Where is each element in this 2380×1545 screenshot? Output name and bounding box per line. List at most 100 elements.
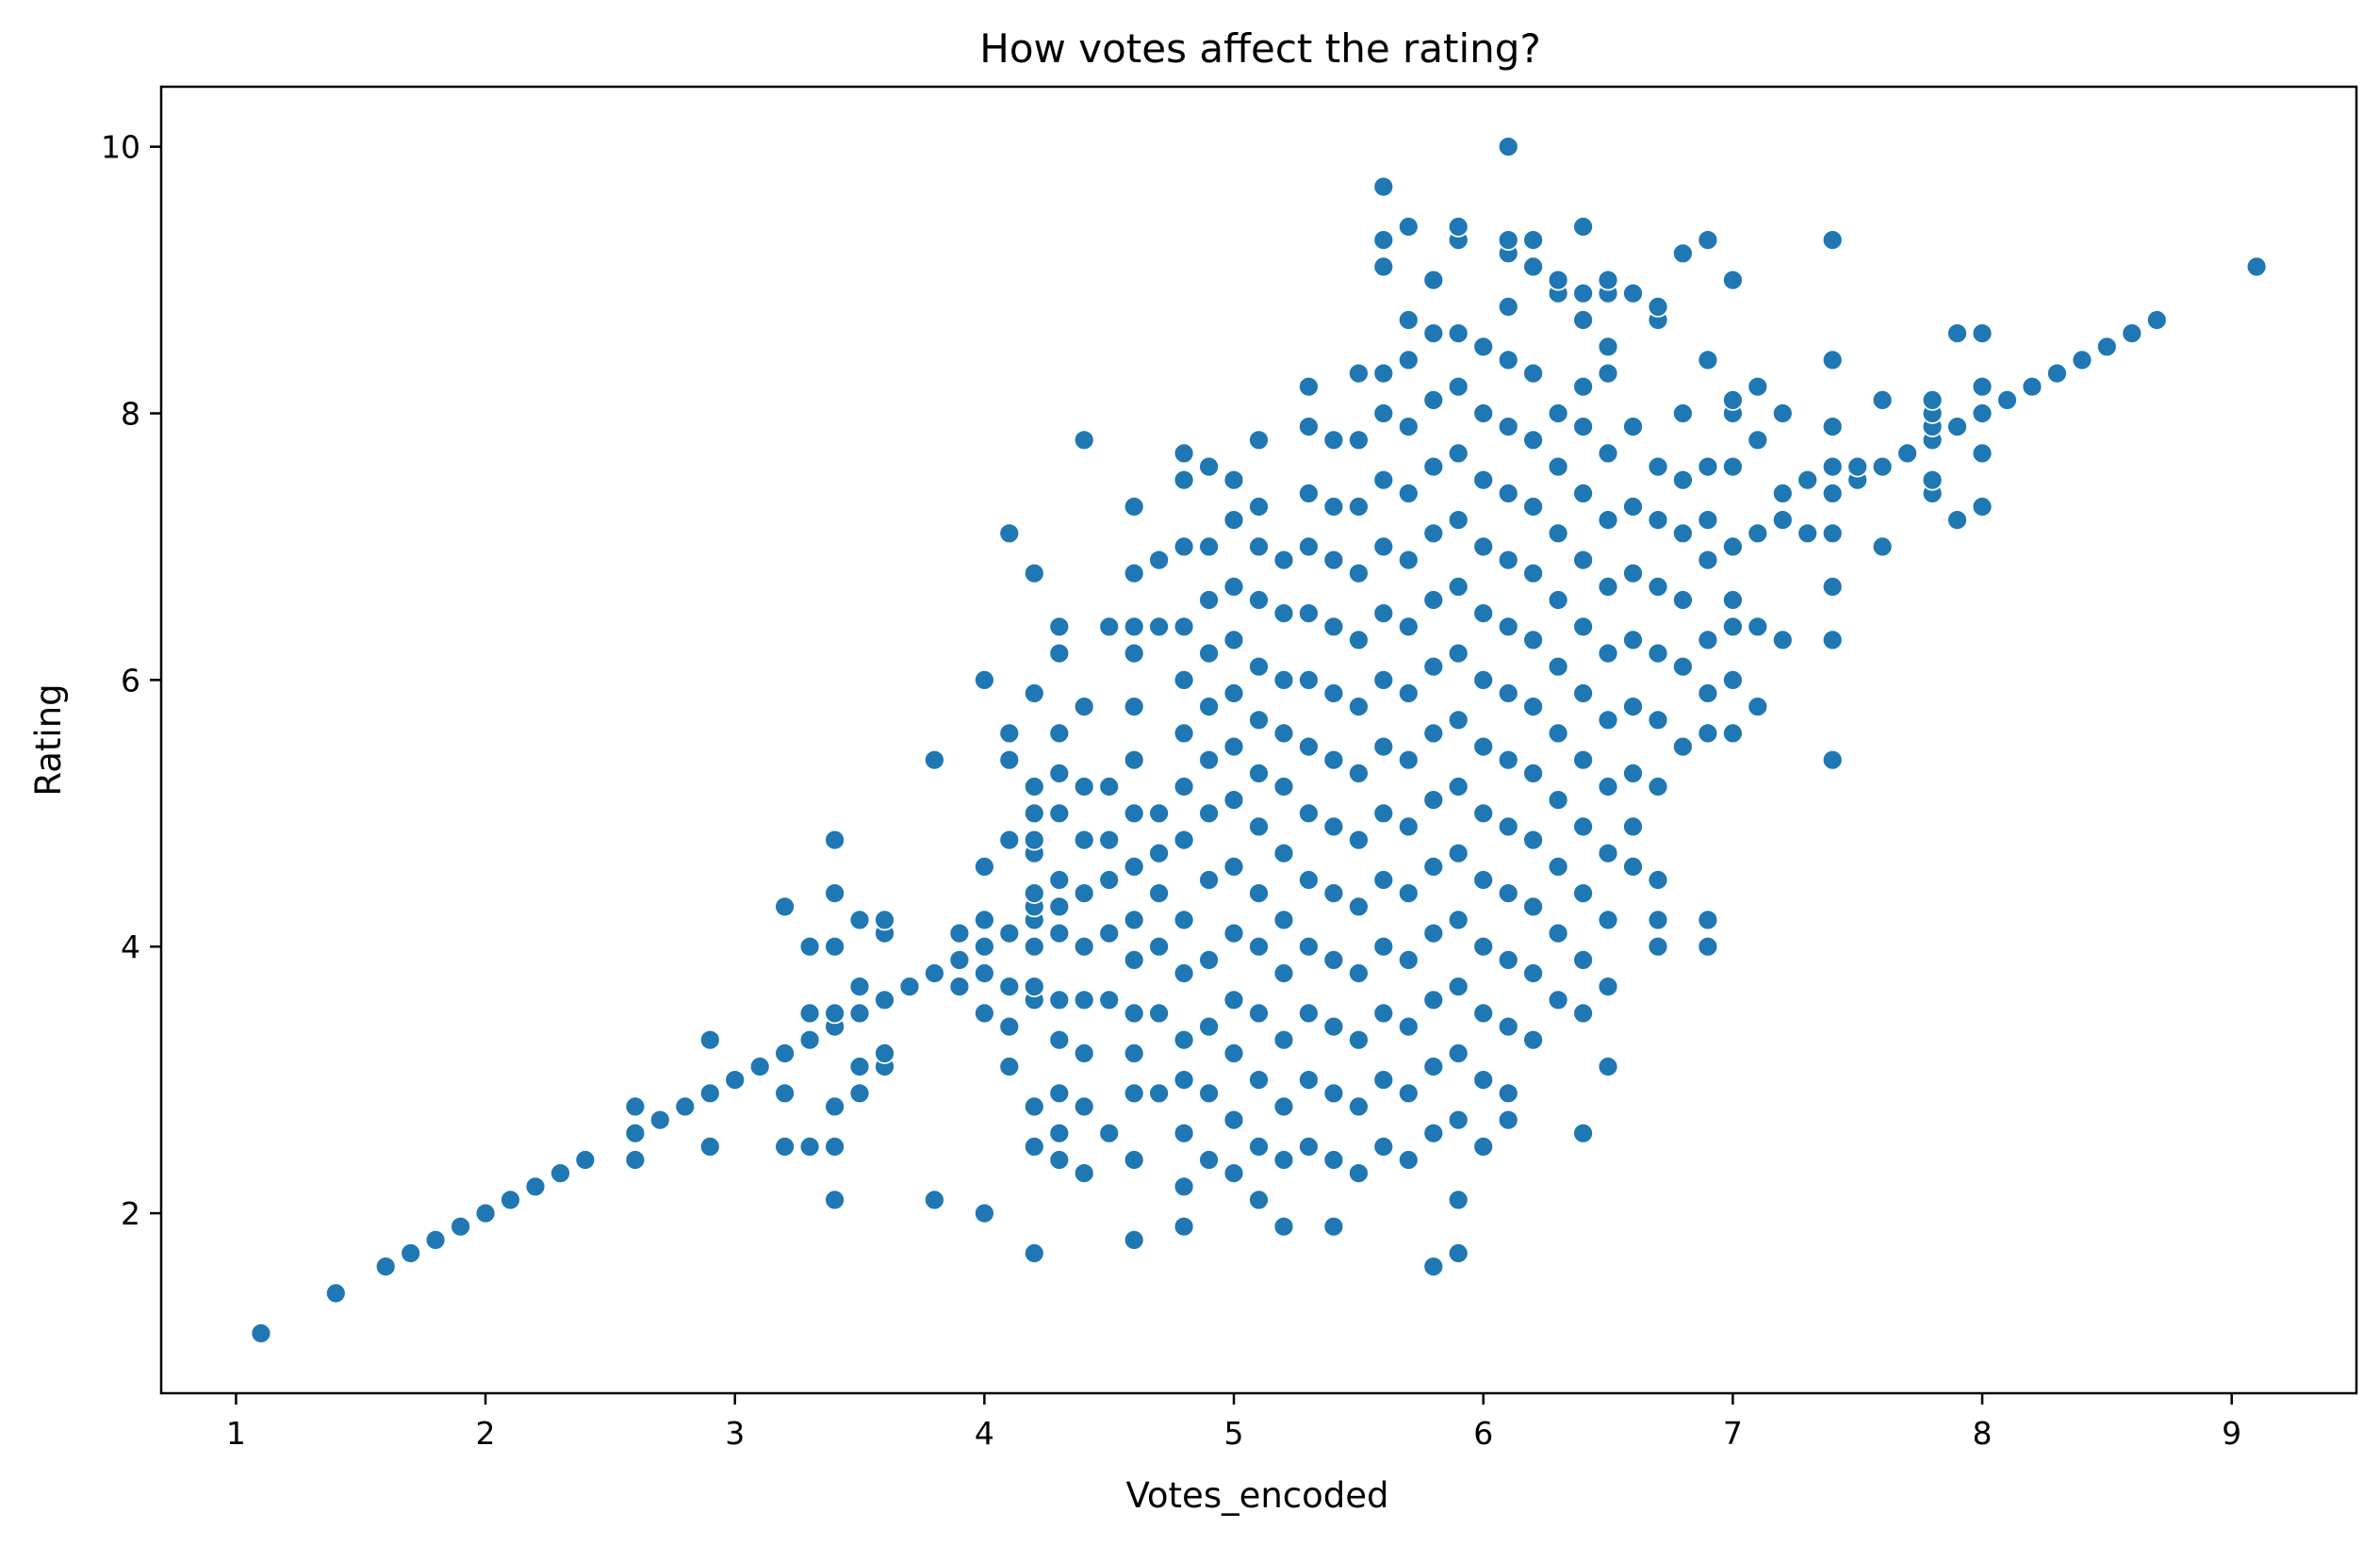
data-point-115 — [1123, 1149, 1145, 1171]
data-point-292 — [1447, 976, 1469, 997]
data-point-98 — [1073, 1095, 1095, 1118]
data-point-246 — [1372, 869, 1395, 891]
data-point-338 — [1522, 829, 1544, 851]
data-point-374 — [1572, 216, 1594, 238]
x-tick-label-3: 4 — [975, 1415, 994, 1452]
data-point-212 — [1298, 535, 1320, 558]
data-point-251 — [1372, 535, 1395, 558]
data-point-362 — [1572, 949, 1594, 971]
data-point-150 — [1173, 468, 1195, 491]
data-point-410 — [1672, 655, 1694, 678]
data-point-308 — [1472, 935, 1495, 958]
data-point-129 — [1148, 1082, 1170, 1105]
data-point-6 — [474, 1202, 497, 1224]
data-point-245 — [1372, 935, 1395, 958]
data-point-44 — [874, 989, 895, 1011]
data-point-297 — [1447, 642, 1469, 665]
data-point-248 — [1372, 735, 1395, 758]
data-point-370 — [1572, 416, 1594, 438]
data-point-70 — [1023, 1136, 1045, 1158]
data-point-319 — [1497, 1082, 1519, 1105]
data-point-196 — [1272, 909, 1295, 931]
data-point-48 — [924, 1189, 945, 1211]
data-point-296 — [1447, 709, 1469, 731]
data-point-122 — [1123, 802, 1145, 825]
data-point-61 — [998, 1056, 1021, 1077]
data-point-171 — [1223, 735, 1245, 758]
data-point-117 — [1123, 1043, 1145, 1064]
data-point-31 — [824, 1095, 845, 1118]
data-point-170 — [1223, 789, 1245, 811]
data-point-223 — [1322, 748, 1345, 771]
data-point-276 — [1422, 989, 1445, 1011]
data-point-290 — [1447, 1109, 1469, 1131]
data-point-447 — [1821, 629, 1844, 651]
data-point-390 — [1622, 815, 1644, 838]
data-point-166 — [1223, 1043, 1245, 1064]
data-point-152 — [1198, 1149, 1220, 1171]
data-point-69 — [1023, 1242, 1045, 1264]
data-point-467 — [1946, 509, 1968, 531]
data-point-457 — [1871, 535, 1894, 558]
data-point-375 — [1597, 1056, 1619, 1077]
data-point-2 — [374, 1256, 397, 1277]
data-point-233 — [1348, 896, 1370, 918]
data-point-141 — [1173, 1028, 1195, 1051]
data-point-419 — [1697, 682, 1719, 704]
data-point-49 — [924, 962, 945, 984]
data-point-55 — [974, 1002, 995, 1025]
data-point-342 — [1522, 562, 1544, 584]
data-point-8 — [524, 1175, 547, 1198]
data-point-126 — [1123, 616, 1145, 638]
data-point-273 — [1422, 1256, 1445, 1277]
data-point-216 — [1322, 1215, 1345, 1238]
data-point-101 — [1073, 935, 1095, 958]
data-point-209 — [1298, 735, 1320, 758]
data-point-397 — [1622, 282, 1644, 304]
data-point-402 — [1647, 709, 1669, 731]
data-point-195 — [1272, 962, 1295, 984]
data-point-201 — [1272, 602, 1295, 624]
data-point-389 — [1622, 856, 1644, 878]
data-point-434 — [1722, 269, 1744, 291]
data-point-281 — [1422, 655, 1445, 678]
data-point-103 — [1073, 829, 1095, 851]
data-point-230 — [1348, 1095, 1370, 1118]
data-point-80 — [1023, 802, 1045, 825]
data-point-348 — [1547, 989, 1569, 1011]
data-point-269 — [1397, 416, 1420, 438]
data-point-477 — [2045, 362, 2068, 385]
data-point-278 — [1422, 856, 1445, 878]
data-point-0 — [250, 1323, 272, 1344]
data-point-183 — [1248, 815, 1270, 838]
data-point-108 — [1098, 989, 1121, 1011]
data-point-167 — [1223, 989, 1245, 1011]
x-tick-label-2: 3 — [725, 1415, 745, 1452]
data-point-376 — [1597, 976, 1619, 997]
data-point-143 — [1173, 909, 1195, 931]
data-point-259 — [1397, 1082, 1420, 1105]
data-point-84 — [1048, 1149, 1071, 1171]
data-point-218 — [1322, 1082, 1345, 1105]
data-point-456 — [1847, 455, 1869, 478]
x-tick-label-7: 8 — [1973, 1415, 1993, 1452]
data-point-254 — [1372, 362, 1395, 385]
data-point-422 — [1697, 509, 1719, 531]
data-point-333 — [1497, 229, 1519, 252]
data-point-433 — [1722, 388, 1744, 411]
data-point-299 — [1447, 509, 1469, 531]
data-point-476 — [2021, 375, 2044, 398]
data-point-337 — [1522, 896, 1544, 918]
data-point-427 — [1722, 669, 1744, 691]
data-point-64 — [998, 922, 1021, 945]
data-point-215 — [1298, 375, 1320, 398]
data-point-381 — [1597, 642, 1619, 665]
data-point-81 — [1023, 776, 1045, 797]
data-point-222 — [1322, 815, 1345, 838]
data-point-52 — [948, 949, 971, 971]
data-point-109 — [1098, 922, 1121, 945]
data-point-371 — [1572, 375, 1594, 398]
data-point-46 — [874, 909, 895, 931]
data-point-19 — [724, 1069, 747, 1091]
